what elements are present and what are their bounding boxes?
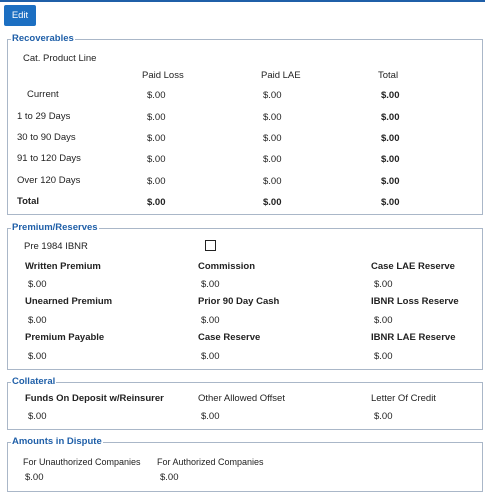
over-120-paid-loss: $.00 [147,176,166,187]
prior-90-day-cash-label: Prior 90 Day Cash [198,296,280,307]
letter-of-credit-value: $.00 [374,411,393,422]
pre-1984-ibnr-label: Pre 1984 IBNR [24,241,88,252]
case-reserve-label: Case Reserve [198,332,261,343]
row-label-total: Total [17,196,39,207]
row-label-1-to-29: 1 to 29 Days [17,111,71,122]
amounts-in-dispute-section: Amounts in Dispute For Unauthorized Comp… [7,436,483,492]
top-border [0,0,485,2]
row-label-30-to-90: 30 to 90 Days [17,132,76,143]
ibnr-lae-reserve-value: $.00 [374,351,393,362]
premium-reserves-section: Premium/Reserves Pre 1984 IBNR Written P… [7,222,483,370]
letter-of-credit-label: Letter Of Credit [371,393,436,404]
current-total: $.00 [381,90,400,101]
authorized-companies-value: $.00 [160,472,179,483]
recoverables-legend: Recoverables [11,33,75,45]
premium-reserves-legend: Premium/Reserves [11,222,99,234]
ibnr-loss-reserve-label: IBNR Loss Reserve [371,296,459,307]
ibnr-lae-reserve-label: IBNR LAE Reserve [371,332,456,343]
case-lae-reserve-value: $.00 [374,279,393,290]
authorized-companies-label: For Authorized Companies [157,457,264,467]
1-to-29-paid-loss: $.00 [147,112,166,123]
edit-button[interactable]: Edit [4,5,36,26]
commission-label: Commission [198,261,256,272]
unearned-premium-label: Unearned Premium [25,296,113,307]
amounts-in-dispute-legend: Amounts in Dispute [11,436,103,448]
premium-payable-label: Premium Payable [25,332,105,343]
30-to-90-total: $.00 [381,133,400,144]
commission-value: $.00 [201,279,220,290]
over-120-paid-lae: $.00 [263,176,282,187]
column-header-paid-lae: Paid LAE [261,70,301,81]
ibnr-loss-reserve-value: $.00 [374,315,393,326]
case-lae-reserve-label: Case LAE Reserve [371,261,455,272]
funds-on-deposit-label: Funds On Deposit w/Reinsurer [25,393,164,404]
row-label-current: Current [27,89,59,100]
1-to-29-paid-lae: $.00 [263,112,282,123]
funds-on-deposit-value: $.00 [28,411,47,422]
91-to-120-paid-lae: $.00 [263,154,282,165]
total-paid-lae: $.00 [263,197,282,208]
30-to-90-paid-lae: $.00 [263,133,282,144]
written-premium-label: Written Premium [25,261,101,272]
unearned-premium-value: $.00 [28,315,47,326]
unauthorized-companies-label: For Unauthorized Companies [23,457,141,467]
91-to-120-total: $.00 [381,154,400,165]
1-to-29-total: $.00 [381,112,400,123]
over-120-total: $.00 [381,176,400,187]
premium-payable-value: $.00 [28,351,47,362]
91-to-120-paid-loss: $.00 [147,154,166,165]
collateral-section: Collateral Funds On Deposit w/Reinsurer … [7,376,483,430]
column-header-total: Total [378,70,399,81]
pre-1984-ibnr-checkbox[interactable] [205,240,216,251]
total-total: $.00 [381,197,400,208]
written-premium-value: $.00 [28,279,47,290]
row-label-91-to-120: 91 to 120 Days [17,153,81,164]
prior-90-day-cash-value: $.00 [201,315,220,326]
column-header-paid-loss: Paid Loss [142,70,184,81]
case-reserve-value: $.00 [201,351,220,362]
unauthorized-companies-value: $.00 [25,472,44,483]
collateral-legend: Collateral [11,376,57,388]
current-paid-loss: $.00 [147,90,166,101]
product-line-label: Cat. Product Line [23,53,97,64]
recoverables-section: Recoverables Cat. Product Line Paid Loss… [7,33,483,215]
total-paid-loss: $.00 [147,197,166,208]
other-allowed-offset-value: $.00 [201,411,220,422]
current-paid-lae: $.00 [263,90,282,101]
row-label-over-120: Over 120 Days [17,175,81,186]
30-to-90-paid-loss: $.00 [147,133,166,144]
other-allowed-offset-label: Other Allowed Offset [198,393,285,404]
